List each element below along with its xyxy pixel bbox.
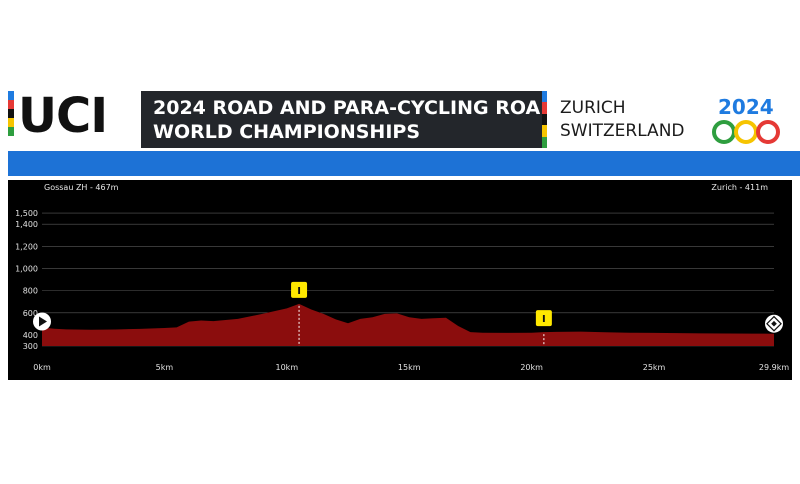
checkered-flag-icon <box>766 315 782 332</box>
title-rainbow-stripes <box>542 91 547 148</box>
stripe <box>8 109 14 118</box>
elevation-chart: 300 400 600 800 1,000 1,200 1,400 1,500 0km 5km 10… <box>15 209 789 372</box>
y-tick-label: 300 <box>23 342 38 351</box>
x-tick-label: 20km <box>520 363 543 372</box>
y-tick-label: 400 <box>23 331 38 340</box>
zurich-2024-logo: 2024 <box>712 95 780 144</box>
intermediate-marker-icon <box>291 281 308 298</box>
stripe <box>542 125 547 137</box>
x-tick-label: 5km <box>156 363 174 372</box>
logo-wheel-yellow-icon <box>734 120 758 144</box>
marker-label: I <box>542 314 546 325</box>
stripe <box>542 136 547 148</box>
x-tick-label: 25km <box>643 363 666 372</box>
location-city: ZURICH <box>560 98 626 118</box>
title-block: 2024 ROAD AND PARA-CYCLING ROAD WORLD CH… <box>141 91 556 148</box>
y-tick-label: 1,400 <box>15 220 38 229</box>
stripe <box>8 127 14 136</box>
stripe <box>8 91 14 100</box>
x-tick-label: 10km <box>276 363 299 372</box>
stripe <box>542 91 547 103</box>
y-tick-label: 1,200 <box>15 242 38 251</box>
play-icon <box>39 316 47 327</box>
logo-wheel-red-icon <box>756 120 780 144</box>
stripe <box>8 118 14 127</box>
x-tick-label: 0km <box>33 363 51 372</box>
logo-digits-icon: 2024 <box>718 95 774 119</box>
marker-label: I <box>297 286 301 297</box>
event-title-line2: WORLD CHAMPIONSHIPS <box>153 121 421 143</box>
intermediate-marker-icon <box>535 310 552 327</box>
y-tick-label: 1,000 <box>15 264 38 273</box>
stripe <box>8 100 14 109</box>
checkered-center-icon <box>771 320 777 327</box>
y-tick-label: 1,500 <box>15 209 38 218</box>
rainbow-stripes <box>8 91 14 136</box>
elevation-profile-panel: 300 400 600 800 1,000 1,200 1,400 1,500 0km 5km 10… <box>8 180 792 380</box>
logo-wheel-green-icon <box>712 120 736 144</box>
start-label: Gossau ZH - 467m <box>44 183 119 192</box>
uci-logo: UCI <box>18 88 108 144</box>
x-tick-label: 15km <box>398 363 421 372</box>
y-tick-label: 600 <box>23 309 38 318</box>
stripe <box>542 102 547 114</box>
location-country: SWITZERLAND <box>560 121 685 141</box>
elevation-area <box>42 303 774 346</box>
x-tick-label: 29.9km <box>759 363 789 372</box>
finish-label: Zurich - 411m <box>711 183 768 192</box>
header-banner: UCI 2024 ROAD AND PARA-CYCLING ROAD WORL… <box>8 88 800 151</box>
blue-bar <box>8 151 800 176</box>
event-title-line1: 2024 ROAD AND PARA-CYCLING ROAD <box>153 97 556 119</box>
stripe <box>542 113 547 126</box>
y-tick-label: 800 <box>23 287 38 296</box>
